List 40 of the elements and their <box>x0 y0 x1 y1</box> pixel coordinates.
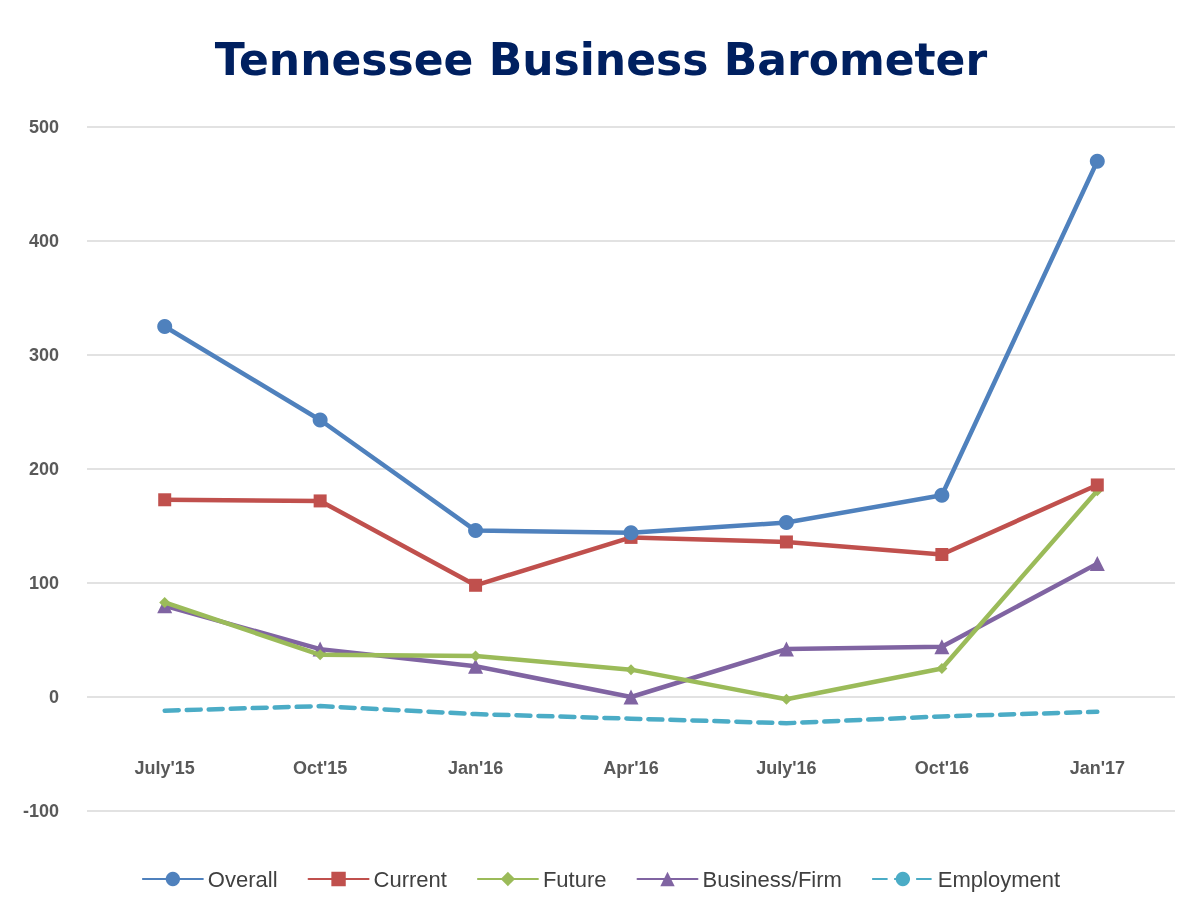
point <box>313 494 327 508</box>
point <box>1090 478 1104 492</box>
point <box>157 319 173 334</box>
point <box>468 658 484 674</box>
x-tick-label: Jan'16 <box>447 758 504 778</box>
legend-label: Overall <box>207 866 278 892</box>
x-tick-label: Oct'16 <box>914 758 970 778</box>
x-tick-label: Apr'16 <box>603 758 659 778</box>
legend-label: Current <box>373 866 447 892</box>
chart-title: Tennessee Business Barometer <box>214 33 988 85</box>
point <box>312 412 328 428</box>
y-tick-label: 100 <box>28 573 59 593</box>
point <box>623 689 639 705</box>
point <box>158 493 172 507</box>
point <box>468 523 484 539</box>
y-tick-label: 200 <box>28 459 59 479</box>
point <box>934 639 950 655</box>
y-tick-label: 300 <box>28 345 59 365</box>
point <box>1089 556 1105 572</box>
x-tick-label: Oct'15 <box>292 758 348 778</box>
point <box>623 525 639 541</box>
point <box>935 548 949 561</box>
x-tick-label: July'15 <box>134 758 195 778</box>
y-tick-label: 400 <box>28 231 59 251</box>
point <box>1089 153 1105 169</box>
y-tick-label: 500 <box>28 117 59 137</box>
line-series <box>162 703 1100 726</box>
legend-label: Future <box>542 866 607 892</box>
legend-label: Business/Firm <box>702 866 842 892</box>
point <box>778 641 794 657</box>
legend-label: Employment <box>937 866 1061 892</box>
point <box>934 487 950 503</box>
y-tick-label: 0 <box>48 687 59 707</box>
point <box>779 535 793 549</box>
point <box>159 596 171 608</box>
x-tick-label: July'16 <box>756 758 817 778</box>
y-tick-label: -100 <box>22 801 59 821</box>
x-tick-label: Jan'17 <box>1069 758 1125 778</box>
point <box>778 515 794 531</box>
point <box>469 578 483 592</box>
